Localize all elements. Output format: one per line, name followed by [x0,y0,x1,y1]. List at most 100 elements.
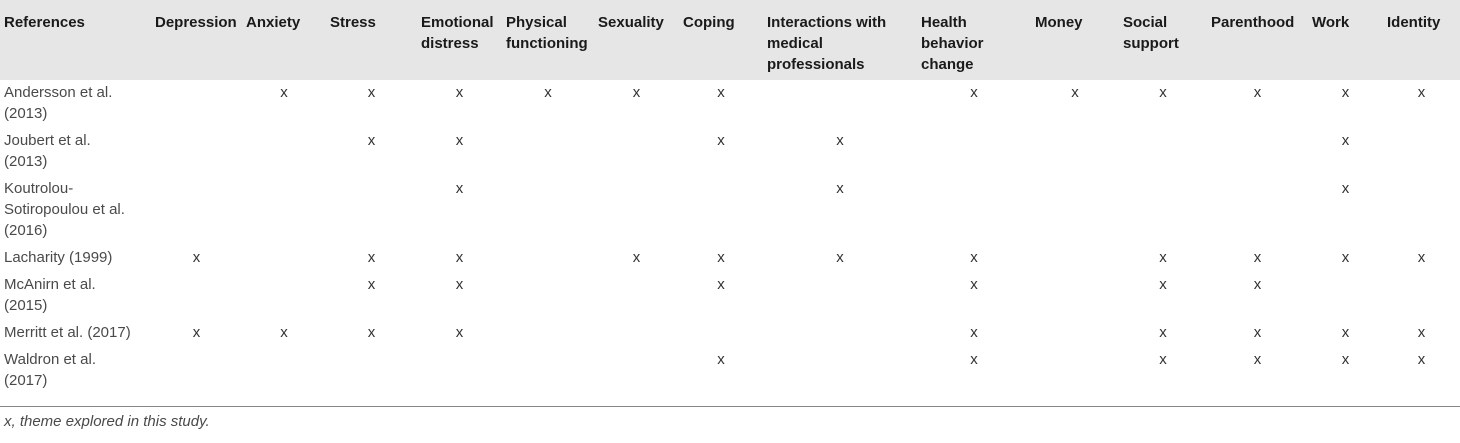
theme-mark-cell [151,128,242,176]
table-header-row: References Depression Anxiety Stress Emotion… [0,0,1460,80]
theme-mark-cell: x [1253,351,1262,368]
table-row: Joubert et al. (2013) x x x x x [0,128,1460,176]
theme-mark-cell [502,320,594,347]
theme-mark-cell: x [367,276,376,293]
table-row: Waldron et al. (2017) x x x x x x [0,347,1460,406]
table-row: McAnirn et al. (2015) x x x x x x [0,272,1460,320]
theme-mark-cell [1031,347,1119,406]
theme-mark-cell: x [1341,132,1350,149]
theme-mark-cell [242,272,326,320]
table-row: Merritt et al. (2017) x x x x x x x x x [0,320,1460,347]
theme-mark-cell: x [970,249,978,266]
theme-mark-cell [151,80,242,128]
theme-mark-cell: x [367,84,376,101]
theme-mark-cell: x [970,324,978,341]
table-row: Koutrolou- Sotiropoulou et al. (2016) x x x [0,176,1460,245]
theme-mark-cell: x [717,276,725,293]
theme-mark-cell [502,272,594,320]
theme-mark-cell [1383,128,1460,176]
theme-mark-cell: x [970,84,978,101]
theme-mark-cell [1207,176,1308,245]
theme-mark-cell [594,128,679,176]
theme-mark-cell [502,176,594,245]
theme-mark-cell [1119,176,1207,245]
column-header: Health behavior change [921,14,984,73]
column-header: Sexuality [598,14,664,31]
theme-mark-cell: x [367,324,376,341]
theme-mark-cell: x [455,324,464,341]
theme-mark-cell: x [1159,276,1167,293]
table-footnote: x, theme explored in this study. [4,413,210,430]
theme-mark-cell [594,347,679,406]
theme-mark-cell [242,128,326,176]
table-row: Andersson et al. (2013) x x x x x x x x x x x x [0,80,1460,128]
theme-mark-cell [502,245,594,272]
theme-mark-cell: x [1253,249,1262,266]
theme-mark-cell [1308,272,1383,320]
theme-mark-cell: x [455,132,464,149]
theme-mark-cell [326,176,417,245]
column-header: Social support [1123,14,1179,52]
column-header: Work [1312,14,1350,31]
theme-mark-cell [502,347,594,406]
reference-cell: Joubert et al. (2013) [4,132,91,170]
theme-mark-cell [1031,320,1119,347]
theme-mark-cell [151,347,242,406]
theme-mark-cell: x [455,249,464,266]
column-header: Depression [155,14,237,31]
column-header: Interactions with medical professionals [767,14,887,73]
theme-mark-cell: x [632,84,641,101]
theme-mark-cell: x [455,84,464,101]
reference-cell: Andersson et al. (2013) [4,84,113,122]
theme-mark-cell [1031,128,1119,176]
column-header: Physical functioning [506,14,588,52]
theme-mark-cell [1383,176,1460,245]
theme-mark-cell [1383,272,1460,320]
theme-mark-cell [917,128,1031,176]
theme-mark-cell: x [192,324,201,341]
theme-mark-cell: x [280,84,288,101]
theme-mark-cell [594,272,679,320]
theme-mark-cell [417,347,502,406]
column-header: Stress [330,14,376,31]
theme-mark-cell: x [717,351,725,368]
theme-mark-cell [594,176,679,245]
theme-mark-cell: x [1159,84,1167,101]
theme-mark-cell: x [192,249,201,266]
reference-cell: Waldron et al. (2017) [4,351,96,389]
themes-table-container: References Depression Anxiety Stress Emotion… [0,0,1460,430]
theme-mark-cell: x [632,249,641,266]
theme-mark-cell [679,320,763,347]
theme-mark-cell [1031,272,1119,320]
theme-mark-cell: x [970,276,978,293]
theme-mark-cell: x [455,180,464,197]
theme-mark-cell [1031,176,1119,245]
theme-mark-cell [242,347,326,406]
theme-mark-cell [151,272,242,320]
theme-mark-cell: x [1417,84,1426,101]
theme-mark-cell: x [717,84,725,101]
theme-mark-cell: x [1159,324,1167,341]
table-bottom-rule [0,406,1460,407]
theme-mark-cell: x [1417,351,1426,368]
theme-mark-cell: x [1253,84,1262,101]
column-header: Emotional distress [421,14,494,52]
theme-mark-cell [763,272,917,320]
theme-mark-cell: x [1417,249,1426,266]
column-header: Identity [1387,14,1441,31]
theme-mark-cell: x [1253,276,1262,293]
column-header: Money [1035,14,1083,31]
theme-mark-cell: x [1341,351,1350,368]
column-header-references: References [4,14,85,31]
theme-mark-cell: x [717,132,725,149]
reference-cell: Merritt et al. (2017) [4,324,131,341]
theme-mark-cell [763,320,917,347]
theme-mark-cell [1207,128,1308,176]
theme-mark-cell: x [367,249,376,266]
theme-mark-cell [502,128,594,176]
theme-mark-cell: x [836,132,844,149]
theme-mark-cell [1031,245,1119,272]
theme-mark-cell [326,347,417,406]
theme-mark-cell [594,320,679,347]
table-row: Lacharity (1999) x x x x x x x x x x x [0,245,1460,272]
